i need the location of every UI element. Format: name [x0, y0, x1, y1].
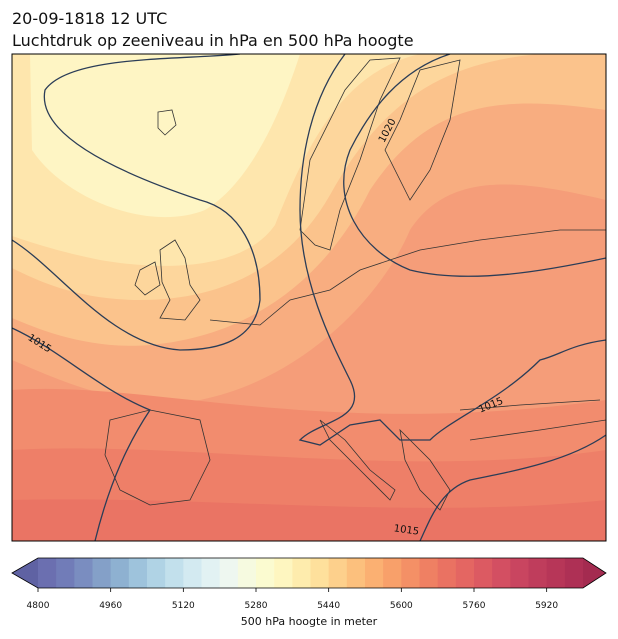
- colorbar-label: 500 hPa hoogte in meter: [241, 615, 378, 628]
- colorbar-tick-label: 5280: [245, 601, 268, 611]
- colorbar-segment: [256, 558, 275, 588]
- colorbar-segment: [201, 558, 221, 588]
- colorbar-tick-label: 5920: [535, 601, 558, 611]
- isobar: [12, 54, 261, 351]
- colorbar-segment: [147, 558, 166, 588]
- colorbar-segment: [401, 558, 420, 588]
- colorbar-tick-label: 5760: [463, 601, 486, 611]
- colorbar-segment: [492, 558, 511, 588]
- colorbar-tick-label: 4960: [99, 601, 122, 611]
- colorbar-extend-low: [12, 558, 38, 588]
- colorbar-segment: [92, 558, 112, 588]
- colorbar-tick-label: 4800: [27, 601, 50, 611]
- colorbar-segment: [455, 558, 475, 588]
- colorbar-tick-label: 5600: [390, 601, 413, 611]
- colorbar-segment: [328, 558, 348, 588]
- colorbar-segment: [528, 558, 548, 588]
- colorbar-segment: [56, 558, 75, 588]
- coastline: [157, 109, 177, 136]
- colorbar-segment: [128, 558, 148, 588]
- colorbar-segment: [274, 558, 293, 588]
- colorbar-segment: [165, 558, 184, 588]
- colorbar-segment: [474, 558, 493, 588]
- colorbar-segment: [564, 558, 584, 588]
- isobar: [12, 327, 151, 541]
- map: 1020 1015 1015 1015: [11, 53, 607, 542]
- colorbar-segment: [110, 558, 130, 588]
- colorbar-segment: [546, 558, 566, 588]
- coastline: [209, 229, 606, 326]
- colorbar-segment: [237, 558, 257, 588]
- colorbar-segment: [365, 558, 384, 588]
- coastline: [134, 261, 161, 296]
- isobar: [419, 434, 606, 541]
- map-frame: [11, 53, 607, 542]
- subtitle: Luchtdruk op zeeniveau in hPa en 500 hPa…: [12, 31, 414, 50]
- colorbar-segment: [183, 558, 202, 588]
- colorbar-segment: [292, 558, 311, 588]
- colorbar-segment: [419, 558, 439, 588]
- coastline: [159, 239, 201, 321]
- colorbar-segment: [383, 558, 402, 588]
- colorbar-segment: [219, 558, 239, 588]
- colorbar-segment: [437, 558, 457, 588]
- title: 20-09-1818 12 UTC: [12, 9, 167, 28]
- coastline: [384, 59, 461, 201]
- isobar: [298, 54, 606, 446]
- colorbar-segment: [510, 558, 529, 588]
- contour-label: 1015: [393, 523, 420, 537]
- colorbar-segment: [38, 558, 57, 588]
- coastline: [299, 57, 401, 251]
- coastline: [459, 399, 606, 441]
- colorbar-tick-label: 5440: [317, 601, 340, 611]
- height-band: [12, 499, 606, 541]
- colorbar-tick-label: 5120: [172, 601, 195, 611]
- isobar: [343, 54, 606, 277]
- colorbar-segment: [74, 558, 93, 588]
- coastline: [319, 419, 396, 501]
- colorbar-segment: [346, 558, 366, 588]
- colorbar-segment: [310, 558, 330, 588]
- coastline: [399, 428, 451, 511]
- coastline: [104, 409, 211, 506]
- colorbar: 4800 4960 5120 5280 5440 5600 5760 5920: [11, 557, 607, 611]
- colorbar-extend-high: [583, 558, 606, 588]
